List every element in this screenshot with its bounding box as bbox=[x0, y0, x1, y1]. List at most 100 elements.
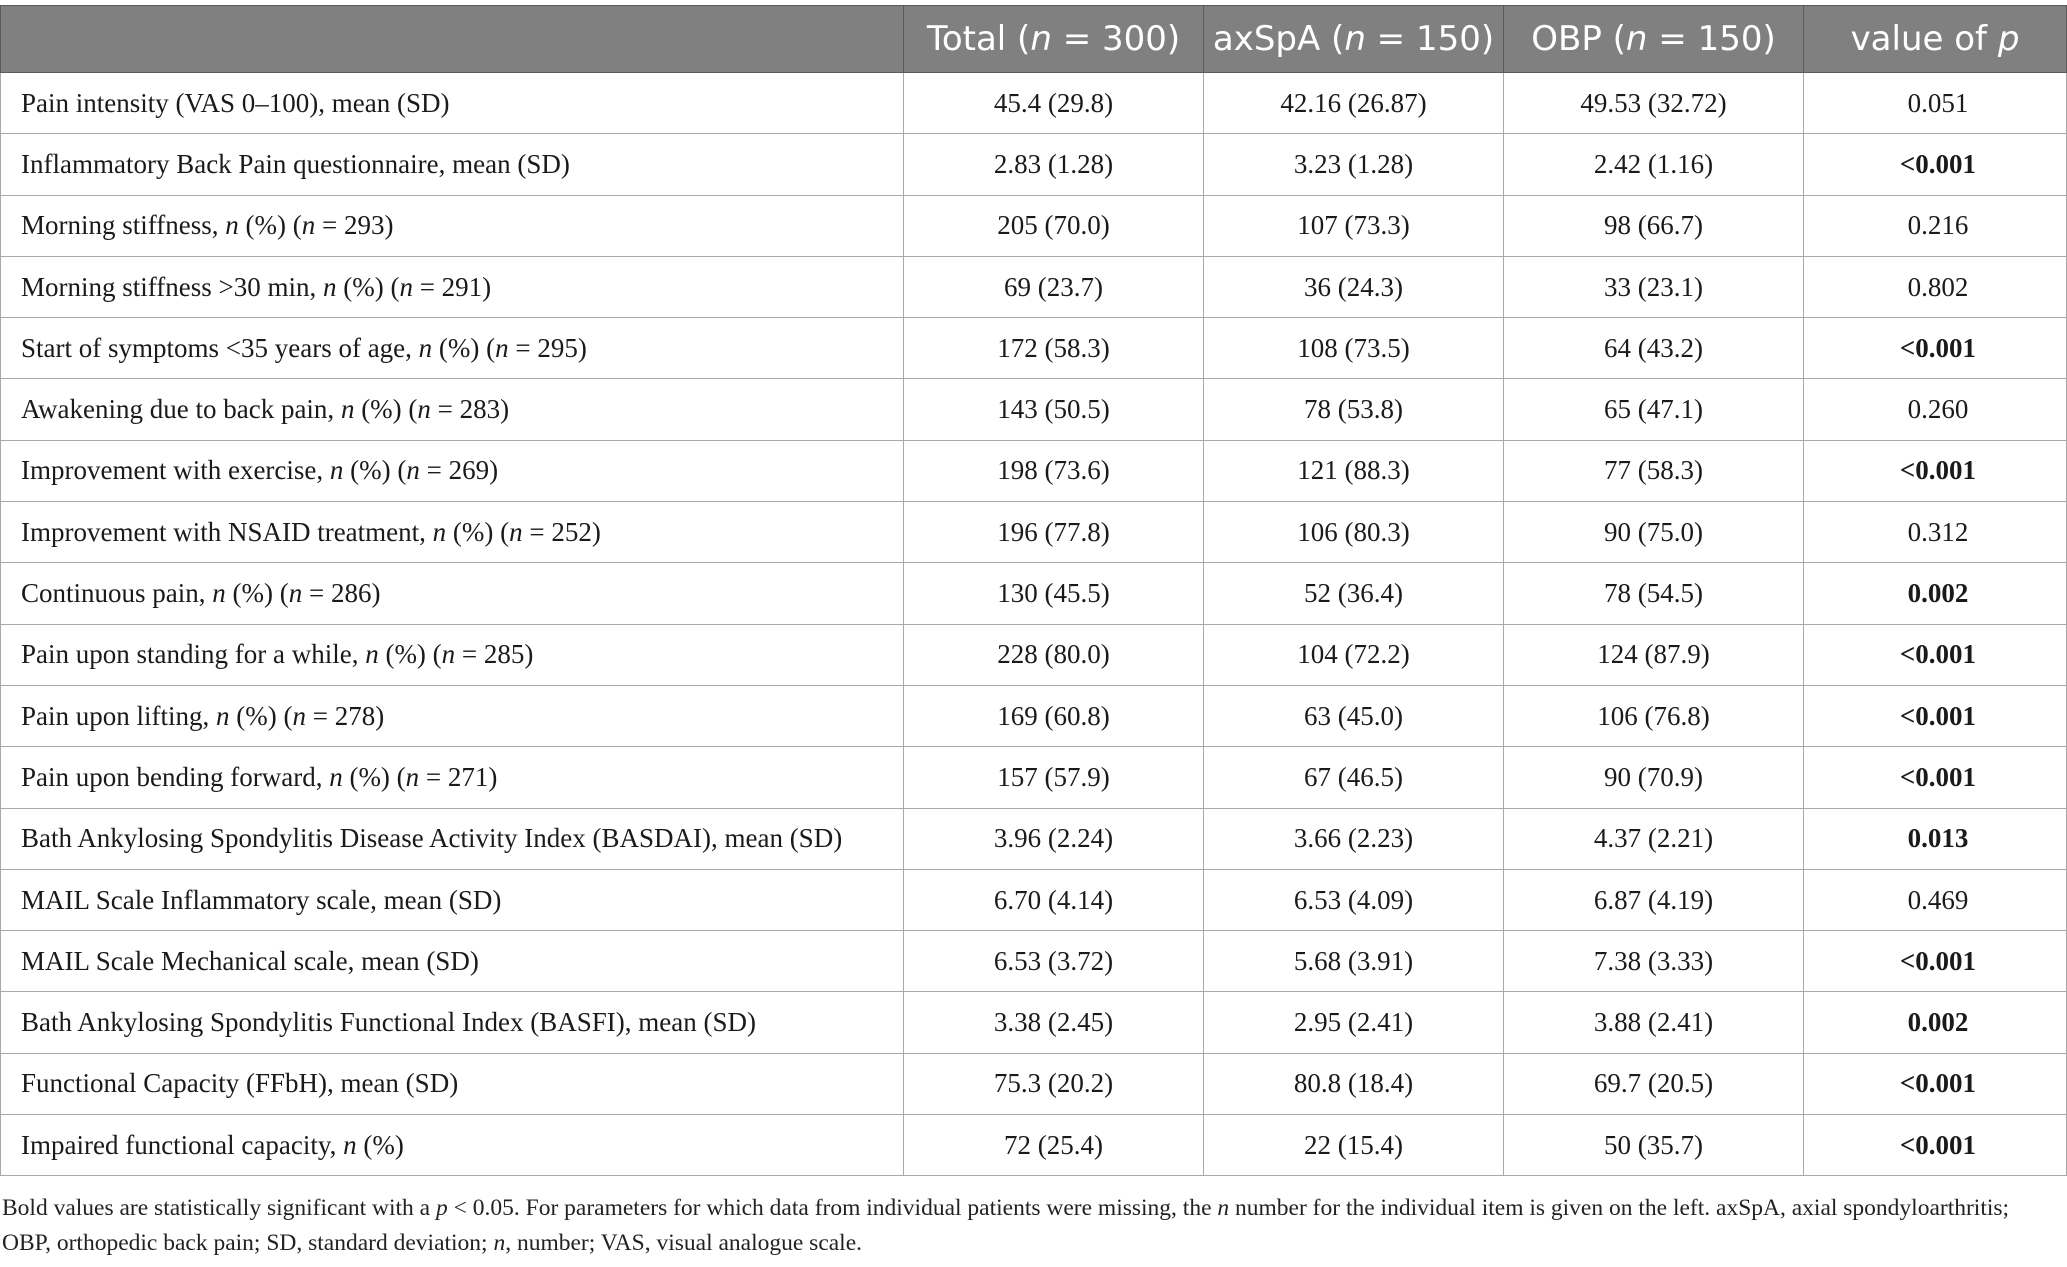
italic-symbol: n bbox=[329, 455, 344, 486]
italic-symbol: n bbox=[1625, 19, 1648, 59]
text-segment: Impaired functional capacity, bbox=[21, 1129, 344, 1160]
italic-symbol: p bbox=[436, 1195, 448, 1222]
text-segment: (%) ( bbox=[229, 700, 293, 731]
row-label: Morning stiffness, n (%) (n = 293) bbox=[0, 194, 904, 257]
italic-symbol: n bbox=[365, 639, 379, 670]
table-row: MAIL Scale Inflammatory scale, mean (SD)… bbox=[0, 868, 2067, 932]
cell-p-value: <0.001 bbox=[1803, 133, 2067, 196]
table-container: Total (n = 300) axSpA (n = 150) OBP (n = 1… bbox=[0, 5, 2067, 1261]
text-segment: Bold values are statistically significan… bbox=[2, 1195, 436, 1222]
cell-obp: 64 (43.2) bbox=[1503, 317, 1804, 380]
text-segment: (%) ( bbox=[343, 455, 407, 486]
cell-obp: 4.37 (2.21) bbox=[1503, 807, 1804, 870]
cell-axspa: 42.16 (26.87) bbox=[1203, 71, 1504, 135]
table-row: Bath Ankylosing Spondylitis Disease Acti… bbox=[0, 807, 2067, 870]
row-label: Bath Ankylosing Spondylitis Disease Acti… bbox=[0, 807, 904, 870]
table-row: Pain upon lifting, n (%) (n = 278) 169 (6… bbox=[0, 684, 2067, 748]
cell-obp: 2.42 (1.16) bbox=[1503, 133, 1804, 196]
italic-symbol: n bbox=[212, 578, 226, 609]
table-body: Pain intensity (VAS 0–100), mean (SD) 45.… bbox=[0, 71, 2067, 1177]
header-text: = 300) bbox=[1051, 19, 1181, 59]
text-segment: number for the individual item is given … bbox=[2, 1195, 2010, 1257]
table-row: Awakening due to back pain, n (%) (n = 2… bbox=[0, 378, 2067, 441]
cell-axspa: 107 (73.3) bbox=[1203, 194, 1504, 257]
text-segment: Improvement with exercise, bbox=[21, 455, 330, 486]
row-label: Pain upon bending forward, n (%) (n = 27… bbox=[0, 746, 904, 809]
cell-total: 3.38 (2.45) bbox=[903, 991, 1204, 1054]
text-segment: Awakening due to back pain, bbox=[21, 394, 341, 425]
cell-total: 69 (23.7) bbox=[903, 255, 1204, 319]
text-segment: Pain intensity (VAS 0–100), mean (SD) bbox=[21, 87, 450, 118]
italic-symbol: n bbox=[1344, 19, 1366, 59]
cell-axspa: 6.53 (4.09) bbox=[1203, 868, 1504, 932]
text-segment: = 291) bbox=[412, 271, 492, 302]
italic-symbol: n bbox=[292, 700, 306, 731]
text-segment: Pain upon standing for a while, bbox=[21, 639, 366, 670]
cell-total: 228 (80.0) bbox=[903, 623, 1204, 686]
table-row: Improvement with exercise, n (%) (n = 26… bbox=[0, 439, 2067, 503]
header-text: Total ( bbox=[926, 19, 1031, 59]
text-segment: Morning stiffness, bbox=[21, 210, 226, 241]
italic-symbol: n bbox=[417, 394, 431, 425]
cell-p-value: 0.051 bbox=[1803, 71, 2067, 135]
cell-p-value: 0.312 bbox=[1803, 501, 2067, 564]
cell-total: 169 (60.8) bbox=[903, 684, 1204, 748]
text-segment: Functional Capacity (FFbH), mean (SD) bbox=[21, 1068, 459, 1099]
header-text: axSpA ( bbox=[1212, 19, 1345, 59]
header-total: Total (n = 300) bbox=[903, 5, 1204, 73]
text-segment: (%) ( bbox=[342, 761, 406, 792]
text-segment: (%) bbox=[356, 1129, 404, 1160]
cell-p-value: 0.802 bbox=[1803, 255, 2067, 319]
cell-total: 205 (70.0) bbox=[903, 194, 1204, 257]
header-parameter bbox=[0, 5, 904, 73]
cell-axspa: 63 (45.0) bbox=[1203, 684, 1504, 748]
cell-obp: 106 (76.8) bbox=[1503, 684, 1804, 748]
table-row: Morning stiffness >30 min, n (%) (n = 29… bbox=[0, 255, 2067, 319]
italic-symbol: n bbox=[1217, 1195, 1230, 1222]
header-row: Total (n = 300) axSpA (n = 150) OBP (n = 1… bbox=[0, 5, 2067, 73]
italic-symbol: n bbox=[216, 700, 230, 731]
cell-p-value: 0.002 bbox=[1803, 562, 2067, 625]
cell-p-value: <0.001 bbox=[1803, 746, 2067, 809]
cell-axspa: 2.95 (2.41) bbox=[1203, 991, 1504, 1054]
cell-obp: 6.87 (4.19) bbox=[1503, 868, 1804, 932]
cell-total: 45.4 (29.8) bbox=[903, 71, 1204, 135]
text-segment: (%) ( bbox=[378, 639, 442, 670]
cell-axspa: 52 (36.4) bbox=[1203, 562, 1504, 625]
table-row: Impaired functional capacity, n (%) 72 (2… bbox=[0, 1114, 2067, 1177]
cell-p-value: <0.001 bbox=[1803, 684, 2067, 748]
row-label: Improvement with exercise, n (%) (n = 26… bbox=[0, 439, 904, 503]
italic-symbol: n bbox=[288, 578, 303, 609]
row-label: Start of symptoms <35 years of age, n (%… bbox=[0, 317, 904, 380]
cell-total: 143 (50.5) bbox=[903, 378, 1204, 441]
cell-obp: 7.38 (3.33) bbox=[1503, 930, 1804, 993]
text-segment: Bath Ankylosing Spondylitis Functional I… bbox=[21, 1007, 756, 1038]
text-segment: = 286) bbox=[302, 578, 381, 609]
row-label: MAIL Scale Mechanical scale, mean (SD) bbox=[0, 930, 904, 993]
cell-p-value: 0.216 bbox=[1803, 194, 2067, 257]
text-segment: = 285) bbox=[455, 639, 534, 670]
italic-symbol: n bbox=[329, 761, 343, 792]
text-segment: Improvement with NSAID treatment, bbox=[21, 516, 433, 547]
cell-p-value: 0.002 bbox=[1803, 991, 2067, 1054]
cell-total: 75.3 (20.2) bbox=[903, 1052, 1204, 1116]
text-segment: Morning stiffness >30 min, bbox=[21, 271, 323, 302]
italic-symbol: n bbox=[432, 516, 447, 547]
cell-obp: 90 (75.0) bbox=[1503, 501, 1804, 564]
cell-total: 157 (57.9) bbox=[903, 746, 1204, 809]
cell-total: 196 (77.8) bbox=[903, 501, 1204, 564]
italic-symbol: n bbox=[399, 271, 413, 302]
italic-symbol: n bbox=[225, 210, 239, 241]
row-label: MAIL Scale Inflammatory scale, mean (SD) bbox=[0, 868, 904, 932]
text-segment: Pain upon lifting, bbox=[21, 700, 216, 731]
cell-axspa: 36 (24.3) bbox=[1203, 255, 1504, 319]
header-text: = 150) bbox=[1365, 19, 1495, 59]
header-axspa: axSpA (n = 150) bbox=[1203, 5, 1504, 73]
cell-total: 6.53 (3.72) bbox=[903, 930, 1204, 993]
cell-obp: 3.88 (2.41) bbox=[1503, 991, 1804, 1054]
table-row: Improvement with NSAID treatment, n (%) … bbox=[0, 501, 2067, 564]
table-row: MAIL Scale Mechanical scale, mean (SD) 6.… bbox=[0, 930, 2067, 993]
italic-symbol: n bbox=[405, 761, 420, 792]
text-segment: (%) ( bbox=[225, 578, 289, 609]
text-segment: MAIL Scale Mechanical scale, mean (SD) bbox=[21, 945, 479, 976]
